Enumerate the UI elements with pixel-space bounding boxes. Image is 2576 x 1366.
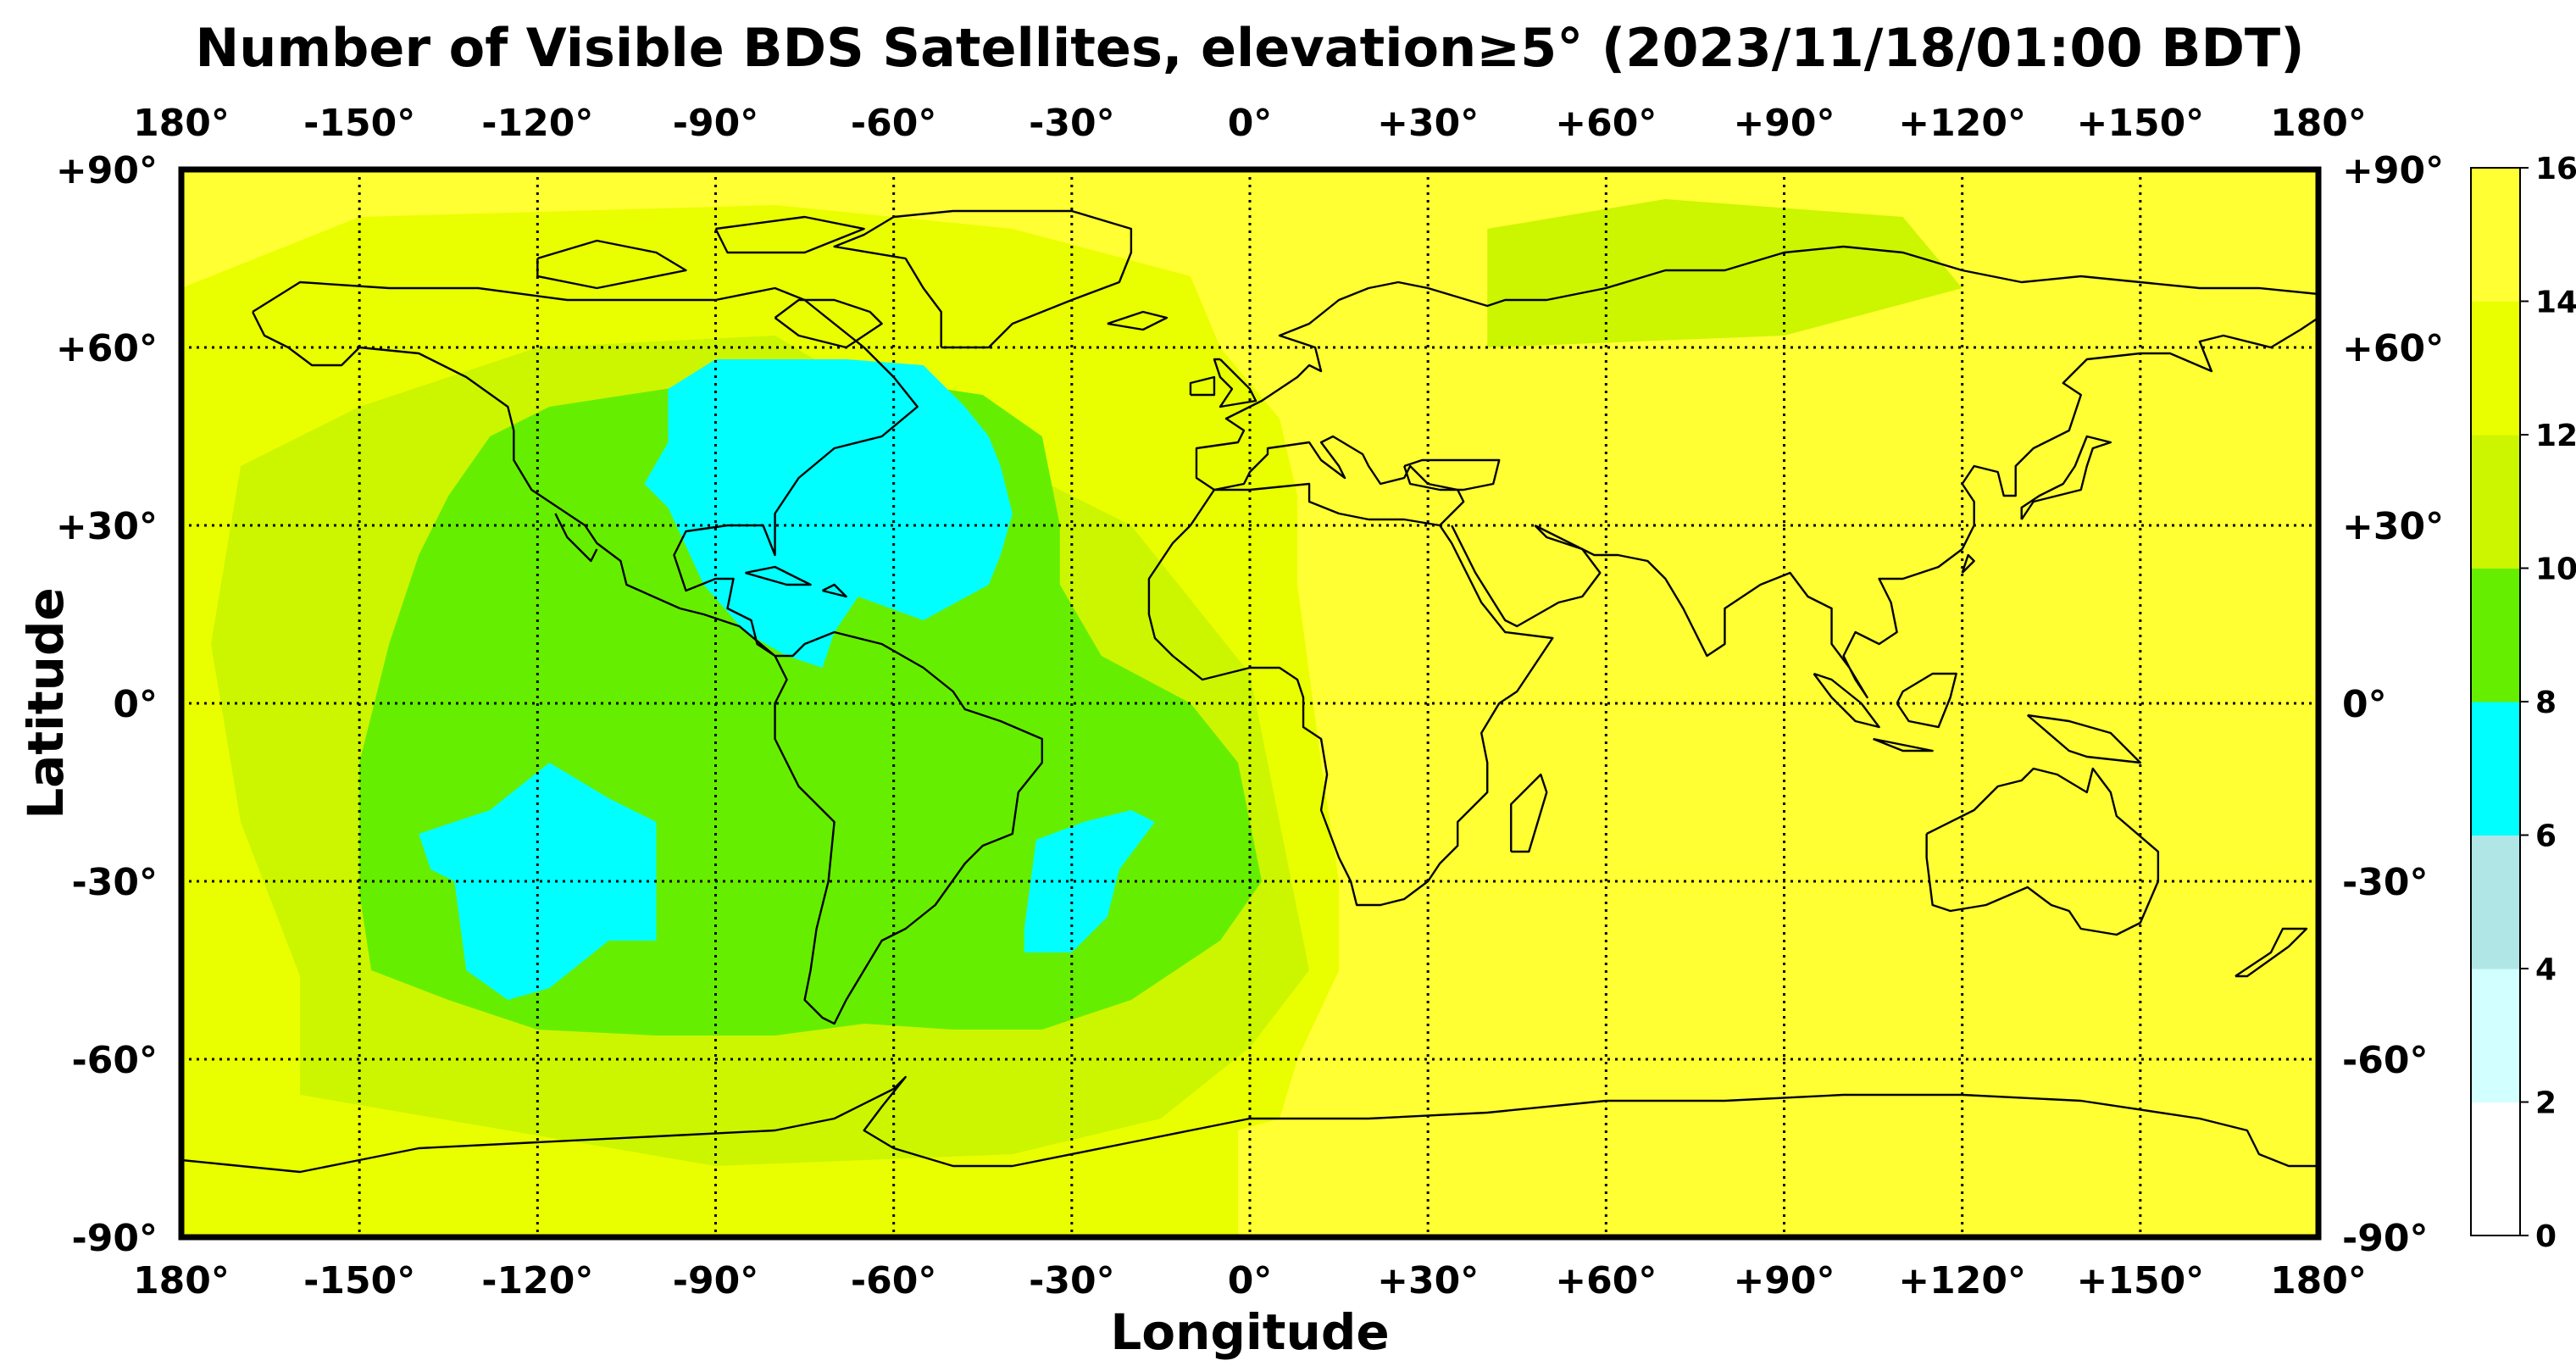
lon-tick-top: +90° <box>1733 102 1835 145</box>
lon-tick-top: 0° <box>1228 102 1273 145</box>
lon-tick-bottom: +90° <box>1733 1259 1835 1302</box>
coastline-7 <box>822 583 847 598</box>
lat-tick-right: +90° <box>2342 149 2444 192</box>
plot-area <box>181 169 2318 1237</box>
colorbar-segment <box>2471 568 2520 702</box>
y-axis-label: Latitude <box>17 587 75 819</box>
lon-tick-top: -60° <box>851 102 937 145</box>
colorbar-tick-label: 8 <box>2535 686 2557 720</box>
coastline-15 <box>1403 458 1501 491</box>
coastline-3 <box>774 298 883 349</box>
lat-tick-right: +60° <box>2342 327 2444 370</box>
coastline-17 <box>1534 317 2318 699</box>
coastline-18 <box>2020 435 2112 520</box>
coastline-0 <box>251 280 1044 1025</box>
lon-tick-top: +30° <box>1377 102 1479 145</box>
coastline-20 <box>1813 672 1880 729</box>
colorbar-tick-label: 2 <box>2535 1086 2557 1121</box>
lat-tick-left: -60° <box>72 1039 158 1082</box>
lon-tick-bottom: +60° <box>1555 1259 1657 1302</box>
coastline-9 <box>1195 245 2318 491</box>
lon-tick-bottom: 0° <box>1228 1259 1273 1302</box>
colorbar-segment <box>2471 435 2520 569</box>
coastline-6 <box>745 565 812 586</box>
colorbar: 0 2 4 6 8 10 12 14 16 <box>2470 152 2576 1254</box>
lon-tick-bottom: +30° <box>1377 1259 1479 1302</box>
lon-tick-top: -150° <box>303 102 415 145</box>
coastline-23 <box>2026 714 2142 764</box>
coastline-2 <box>833 209 1133 349</box>
lat-tick-right: 0° <box>2342 683 2387 726</box>
lon-tick-top: 180° <box>133 102 230 145</box>
colorbar-segment <box>2471 702 2520 836</box>
colorbar-segment <box>2471 969 2520 1102</box>
lon-tick-top: -90° <box>673 102 759 145</box>
lon-tick-bottom: 180° <box>133 1259 230 1302</box>
graticule <box>181 169 2318 1237</box>
coastline-19 <box>1961 553 1975 574</box>
coastline-1 <box>554 513 598 563</box>
lon-tick-bottom: +150° <box>2076 1259 2204 1302</box>
lon-tick-top: 180° <box>2270 102 2367 145</box>
visibility-regions <box>181 199 1963 1237</box>
map-frame <box>178 166 2322 1241</box>
lon-tick-bottom: -90° <box>673 1259 759 1302</box>
colorbar-tick-label: 4 <box>2535 952 2557 987</box>
lon-tick-bottom: -150° <box>303 1259 415 1302</box>
lat-tick-left: +30° <box>56 505 158 548</box>
lat-tick-left: +90° <box>56 149 158 192</box>
colorbar-tick-label: 6 <box>2535 819 2557 854</box>
x-axis-label: Longitude <box>1110 1303 1389 1361</box>
coastline-12 <box>1213 358 1257 408</box>
lon-tick-bottom: -30° <box>1029 1259 1115 1302</box>
lon-tick-top: +120° <box>1898 102 2026 145</box>
colorbar-tick-label: 12 <box>2535 419 2576 453</box>
coastline-13 <box>1189 375 1216 397</box>
lat-tick-right: -60° <box>2342 1039 2429 1082</box>
colorbar-segment <box>2471 1102 2520 1236</box>
colorbar-tick-label: 14 <box>2535 286 2576 320</box>
coastline-5 <box>714 215 865 254</box>
lon-tick-bottom: -120° <box>481 1259 593 1302</box>
coastline-21 <box>1873 737 1934 752</box>
colorbar-tick-label: 16 <box>2535 152 2576 186</box>
lon-tick-top: +150° <box>2076 102 2204 145</box>
colorbar-segment <box>2471 301 2520 436</box>
visibility-region-4 <box>644 359 1013 668</box>
coastline-11 <box>1213 482 1441 527</box>
colorbar-segment <box>2471 835 2520 969</box>
lon-tick-bottom: -60° <box>851 1259 937 1302</box>
visibility-region-2 <box>1487 199 1963 347</box>
lat-tick-right: +30° <box>2342 505 2444 548</box>
lon-tick-bottom: 180° <box>2270 1259 2367 1302</box>
colorbar-segment <box>2471 168 2520 302</box>
figure-title: Number of Visible BDS Satellites, elevat… <box>195 17 2304 79</box>
colorbar-tick-label: 10 <box>2535 553 2576 587</box>
lat-tick-left: -30° <box>72 861 158 904</box>
coastline-8 <box>1107 310 1169 331</box>
lon-tick-top: -30° <box>1029 102 1115 145</box>
coastline-26 <box>181 1075 2318 1174</box>
lat-tick-left: -90° <box>72 1217 158 1260</box>
coastline-16 <box>1451 524 1602 628</box>
lon-tick-bottom: +120° <box>1898 1259 2026 1302</box>
lon-tick-top: -120° <box>481 102 593 145</box>
lon-tick-top: +60° <box>1555 102 1657 145</box>
lat-tick-right: -30° <box>2342 861 2429 904</box>
lat-tick-left: +60° <box>56 327 158 370</box>
tick-labels: 180° 180° -150° -150° -120° -120° -90° -90° -60°… <box>56 102 2444 1302</box>
coastline-22 <box>1896 672 1957 729</box>
coastline-14 <box>1510 773 1548 853</box>
lat-tick-left: 0° <box>113 683 158 726</box>
lat-tick-right: -90° <box>2342 1217 2429 1260</box>
coastline-25 <box>2235 927 2308 978</box>
colorbar-tick-label: 0 <box>2535 1219 2557 1254</box>
